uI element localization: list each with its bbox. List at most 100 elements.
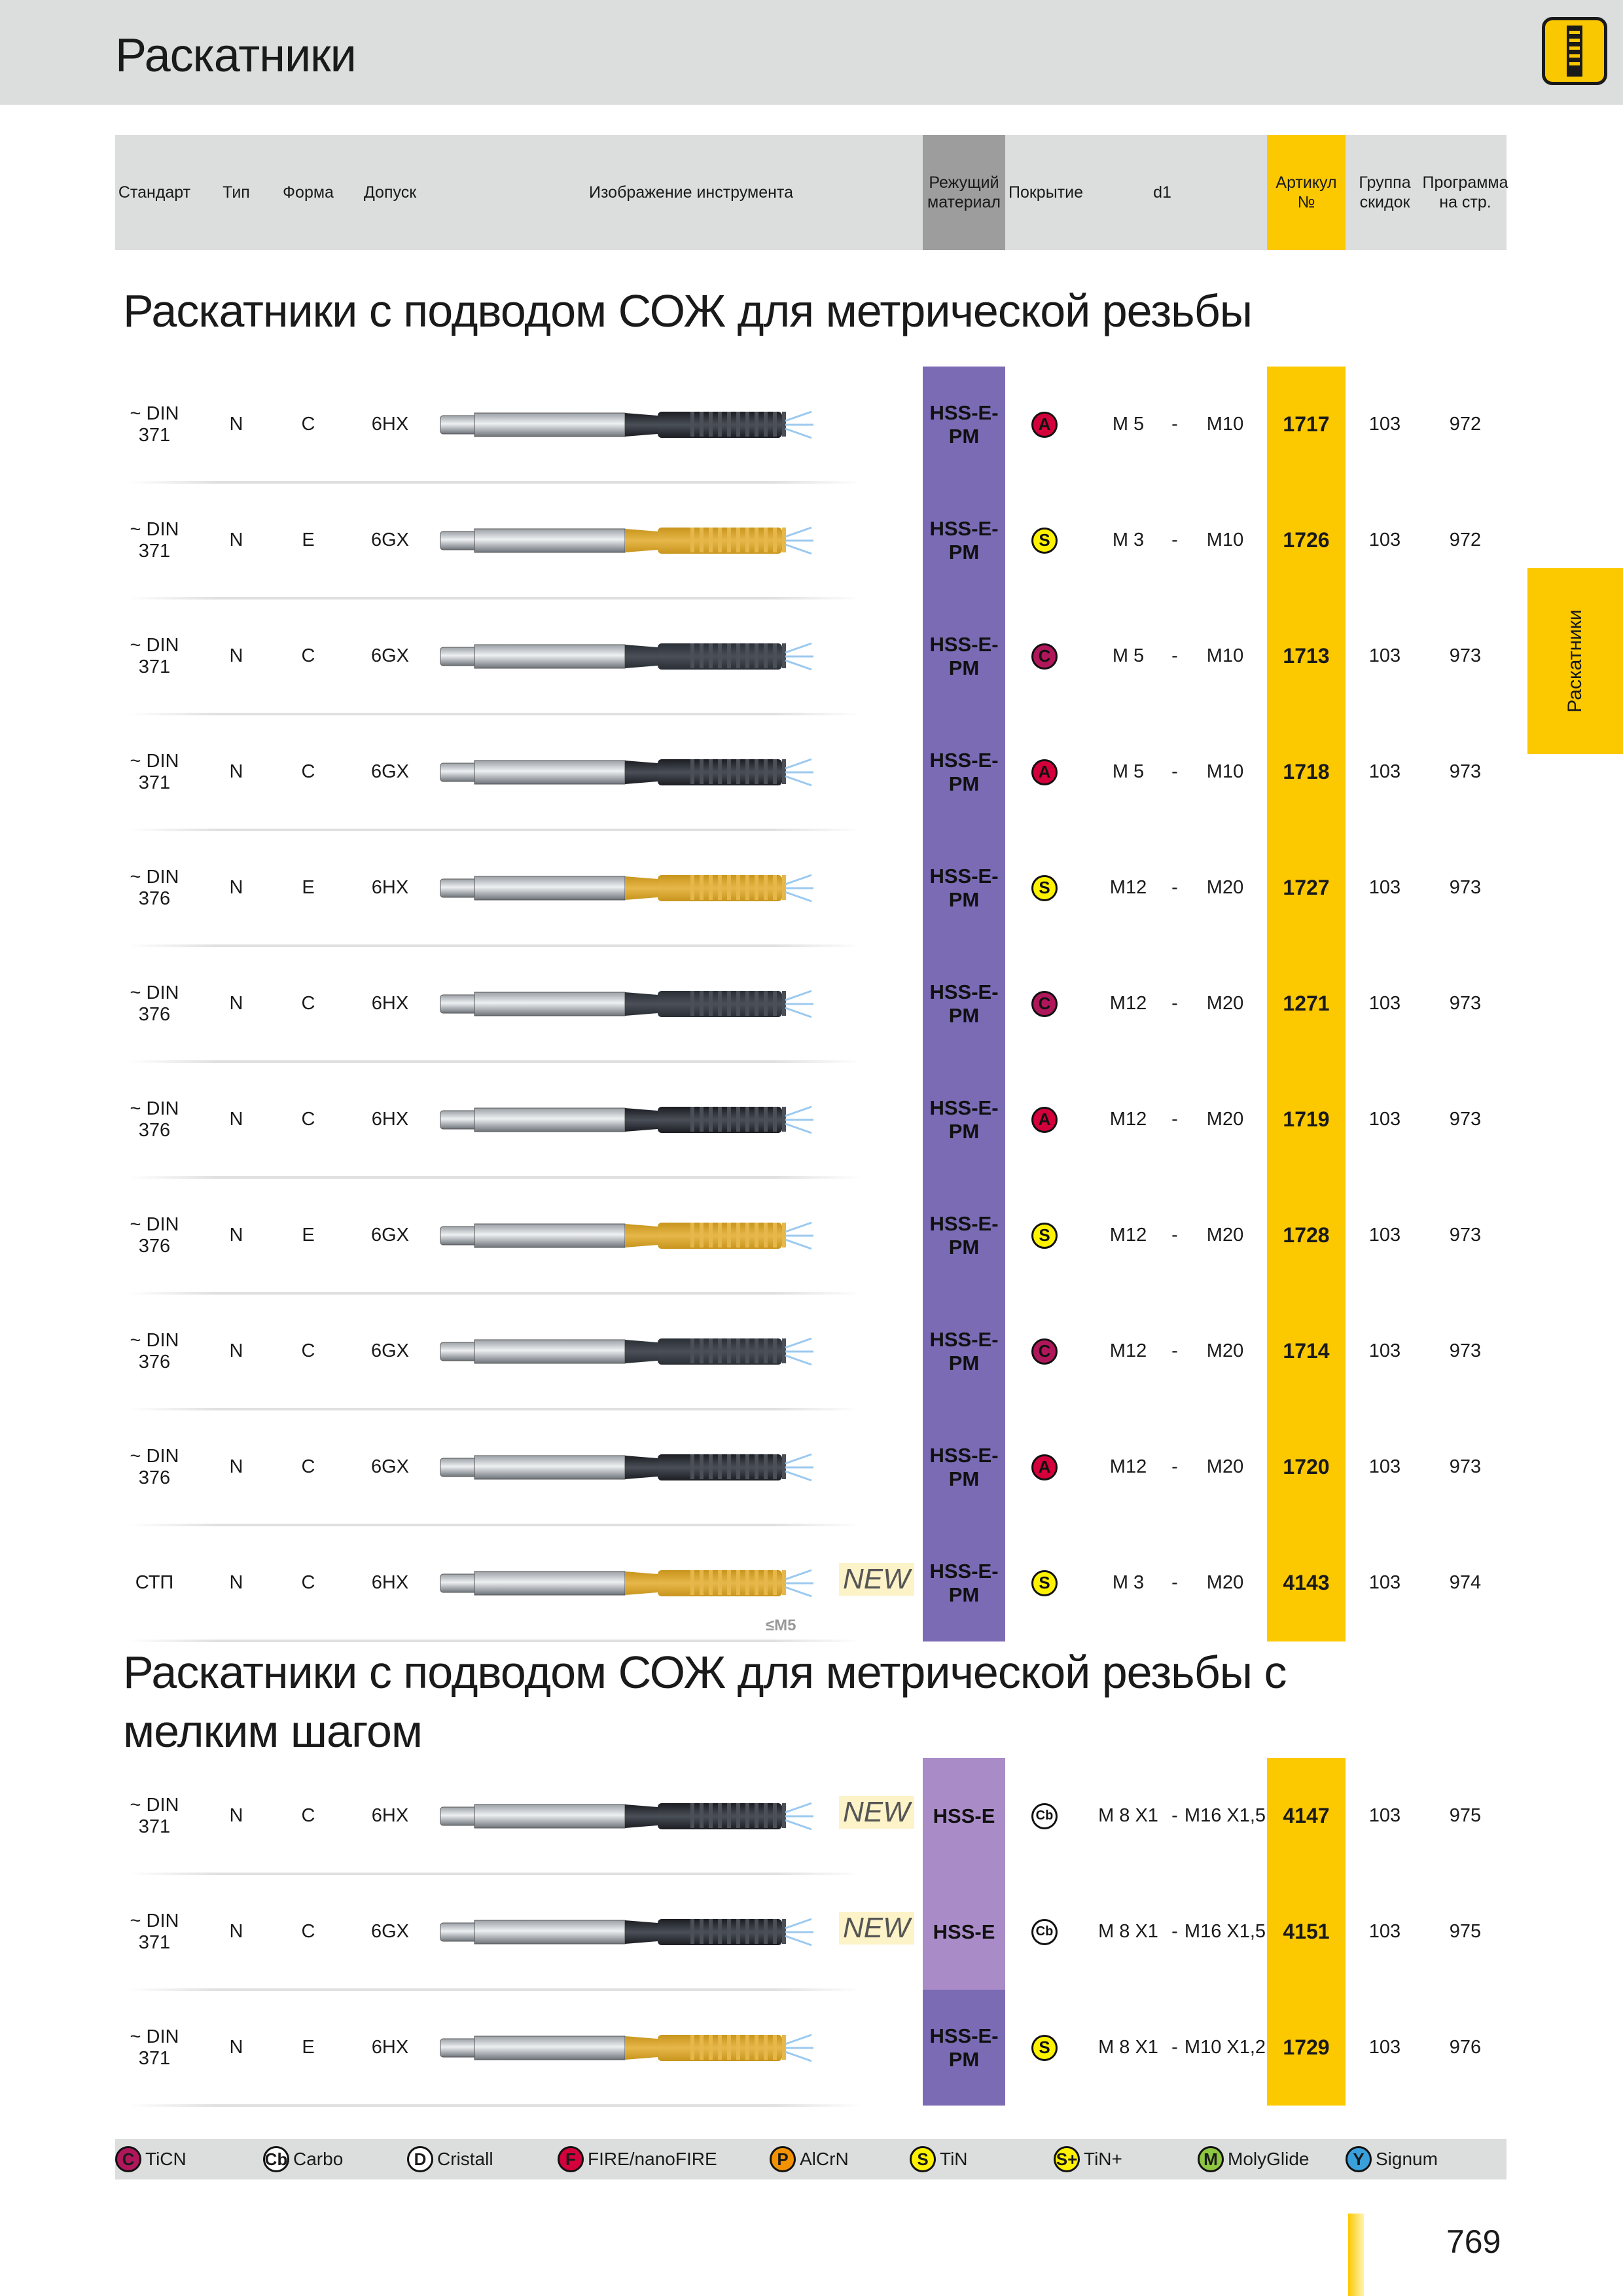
tap-logo-icon: [1542, 17, 1607, 85]
form: C: [301, 1572, 315, 1593]
header-discount: Группа скидок: [1359, 173, 1411, 211]
coating-badge-c-icon: C: [1031, 1338, 1058, 1365]
program-page[interactable]: 973: [1449, 761, 1482, 782]
d1-dash: -: [1171, 877, 1178, 898]
legend-label: TiN+: [1084, 2149, 1122, 2169]
tool-image: [432, 367, 818, 482]
type: N: [229, 993, 243, 1014]
d1-dash: -: [1171, 645, 1178, 666]
d1-to: M20: [1206, 1225, 1244, 1246]
program-page[interactable]: 976: [1449, 2037, 1482, 2058]
tolerance: 6HX: [371, 877, 409, 898]
program-page[interactable]: 973: [1449, 1225, 1482, 1246]
legend-c-icon: C: [115, 2146, 141, 2172]
table-row: ~ DIN 376 N C 6HX HSS-E- PM A M12 - M20 1719 103 973: [0, 1062, 1623, 1179]
coating-badge-cb-icon: Cb: [1031, 1918, 1058, 1945]
article-number[interactable]: 1729: [1283, 2036, 1330, 2059]
tolerance: 6GX: [370, 1225, 410, 1246]
side-tab: Раскатники: [1527, 568, 1623, 754]
discount-group: 103: [1368, 1805, 1401, 1826]
article-number[interactable]: 4151: [1283, 1920, 1330, 1943]
tool-image: [432, 714, 818, 830]
legend-label: FIRE/nanoFIRE: [588, 2149, 717, 2169]
cutting-material: HSS-E- PM: [929, 1327, 999, 1374]
program-page[interactable]: 975: [1449, 1805, 1482, 1826]
header-material: Режущий материал: [923, 135, 1005, 250]
header-form: Форма: [283, 183, 334, 202]
d1-from: M 5: [1112, 645, 1145, 666]
program-page[interactable]: 973: [1449, 1340, 1482, 1361]
form: C: [301, 1109, 315, 1130]
standard: ~ DIN 376: [130, 866, 179, 909]
d1-to: M20: [1206, 1109, 1244, 1130]
type: N: [229, 645, 243, 666]
tolerance: 6HX: [371, 414, 409, 435]
article-number[interactable]: 1713: [1283, 644, 1330, 668]
table-row: СТП N C 6HX NEW ≤M5 HSS-E- PM S M 3 - M20 4143 103 97…: [0, 1525, 1623, 1642]
program-page[interactable]: 973: [1449, 877, 1482, 898]
program-page[interactable]: 974: [1449, 1572, 1482, 1593]
table-row: ~ DIN 376 N E 6GX HSS-E- PM S M12 - M20 1728 103 973: [0, 1177, 1623, 1295]
program-page[interactable]: 972: [1449, 529, 1482, 550]
standard: ~ DIN 376: [130, 1213, 179, 1257]
article-number[interactable]: 1719: [1283, 1107, 1330, 1131]
coating-badge-s-icon: S: [1031, 874, 1058, 901]
coating-badge-c-icon: C: [1031, 990, 1058, 1017]
table-row: ~ DIN 371 N C 6HX HSS-E- PM A M 5 - M10 1717 103 972: [0, 367, 1623, 484]
top-bar: [0, 0, 1623, 105]
program-page[interactable]: 973: [1449, 645, 1482, 666]
legend-y-icon: Y: [1346, 2146, 1372, 2172]
table-row: ~ DIN 376 N E 6HX HSS-E- PM S M12 - M20 1727 103 973: [0, 830, 1623, 947]
standard: ~ DIN 376: [130, 1329, 179, 1372]
new-label: NEW: [839, 1912, 914, 1945]
tolerance: 6HX: [371, 2037, 409, 2058]
coating-badge-a-icon: A: [1031, 759, 1058, 785]
row-separator: [128, 1060, 861, 1063]
article-number[interactable]: 1727: [1283, 876, 1330, 899]
tool-image: [432, 482, 818, 598]
coating-badge-c-icon: C: [1031, 643, 1058, 670]
d1-dash: -: [1171, 1340, 1178, 1361]
article-number[interactable]: 4147: [1283, 1804, 1330, 1827]
d1-dash: -: [1171, 2037, 1178, 2058]
article-number[interactable]: 1717: [1283, 412, 1330, 436]
header-article: Артикул №: [1267, 135, 1346, 250]
form: E: [302, 1225, 315, 1246]
cutting-material: HSS-E- PM: [929, 1443, 999, 1490]
cutting-material: HSS-E- PM: [929, 748, 999, 795]
d1-dash: -: [1171, 414, 1178, 435]
standard: ~ DIN 376: [130, 982, 179, 1025]
discount-group: 103: [1368, 877, 1401, 898]
row-separator: [128, 1524, 861, 1526]
article-number[interactable]: 1718: [1283, 760, 1330, 783]
legend-s-icon: S: [910, 2146, 936, 2172]
article-number[interactable]: 4143: [1283, 1571, 1330, 1594]
d1-to: M20: [1206, 1456, 1244, 1477]
cutting-material: HSS-E: [933, 1920, 995, 1943]
article-number[interactable]: 1728: [1283, 1223, 1330, 1247]
program-page[interactable]: 972: [1449, 414, 1482, 435]
program-page[interactable]: 973: [1449, 1456, 1482, 1477]
program-page[interactable]: 975: [1449, 1921, 1482, 1942]
article-number[interactable]: 1726: [1283, 528, 1330, 552]
cutting-material: HSS-E- PM: [929, 2024, 999, 2071]
tolerance: 6GX: [370, 645, 410, 666]
d1-from: M12: [1109, 1340, 1147, 1361]
standard: ~ DIN 371: [130, 1910, 179, 1953]
article-number[interactable]: 1720: [1283, 1455, 1330, 1479]
discount-group: 103: [1368, 761, 1401, 782]
table-row: ~ DIN 371 N E 6HX HSS-E- PM S M 8 X1- M10 X1,2 17…: [0, 1990, 1623, 2107]
coating-badge-s-icon: S: [1031, 1222, 1058, 1249]
cutting-material: HSS-E- PM: [929, 516, 999, 564]
table-row: ~ DIN 371 N C 6HX NEW HSS-E Cb M 8 X1- M16 X1,5 4…: [0, 1758, 1623, 1875]
article-number[interactable]: 1714: [1283, 1339, 1330, 1363]
program-page[interactable]: 973: [1449, 1109, 1482, 1130]
d1-from: M 8 X1: [1098, 1805, 1158, 1826]
legend-splus-icon: S+: [1054, 2146, 1080, 2172]
row-separator: [128, 1176, 861, 1179]
article-number[interactable]: 1271: [1283, 992, 1330, 1015]
program-page[interactable]: 973: [1449, 993, 1482, 1014]
section-title-2: Раскатники с подводом СОЖ для метрическо…: [123, 1647, 1287, 1757]
row-separator: [128, 2104, 861, 2107]
section-title-1: Раскатники с подводом СОЖ для метрическо…: [123, 285, 1253, 336]
